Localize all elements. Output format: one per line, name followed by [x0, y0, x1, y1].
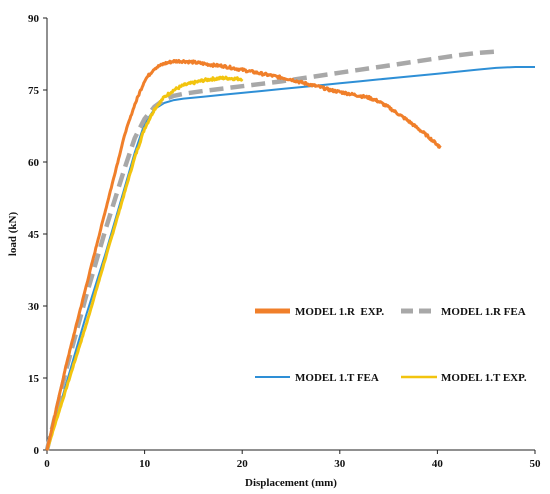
x-tick-label: 20 [237, 458, 249, 470]
x-tick-label: 50 [530, 458, 542, 470]
x-tick-label: 0 [44, 458, 50, 470]
series-line-model-1-r-exp [45, 59, 442, 451]
series-line-model-1-t-exp [45, 75, 244, 451]
legend-label-model-1t-exp: MODEL 1.T EXP. [441, 372, 527, 384]
series-line-model-1-r-fea [44, 49, 497, 451]
y-tick-label: 60 [28, 157, 40, 169]
legend-label-model-1r-fea: MODEL 1.R FEA [441, 306, 526, 318]
x-tick-label: 10 [139, 458, 151, 470]
x-axis-label: Displacement (mm) [245, 477, 337, 489]
y-tick-label: 90 [28, 13, 40, 25]
x-tick-label: 30 [334, 458, 346, 470]
y-tick-label: 30 [28, 301, 40, 313]
x-tick-label: 40 [432, 458, 444, 470]
y-tick-label: 45 [28, 229, 40, 241]
y-tick-label: 75 [28, 85, 40, 97]
series-layer [44, 49, 535, 451]
legend: MODEL 1.R EXP. MODEL 1.R FEA MODEL 1.T F… [255, 306, 527, 384]
legend-label-model-1r-exp: MODEL 1.R EXP. [295, 306, 384, 318]
y-tick-label: 15 [28, 373, 40, 385]
legend-label-model-1t-fea: MODEL 1.T FEA [295, 372, 379, 384]
series-line-model-1-t-fea [46, 66, 535, 451]
y-tick-label: 0 [34, 445, 40, 457]
y-axis-label: load (kN) [7, 212, 19, 257]
axes: 0 15 30 45 60 75 90 0 10 20 30 40 50 Displacement (mm… [7, 13, 541, 489]
